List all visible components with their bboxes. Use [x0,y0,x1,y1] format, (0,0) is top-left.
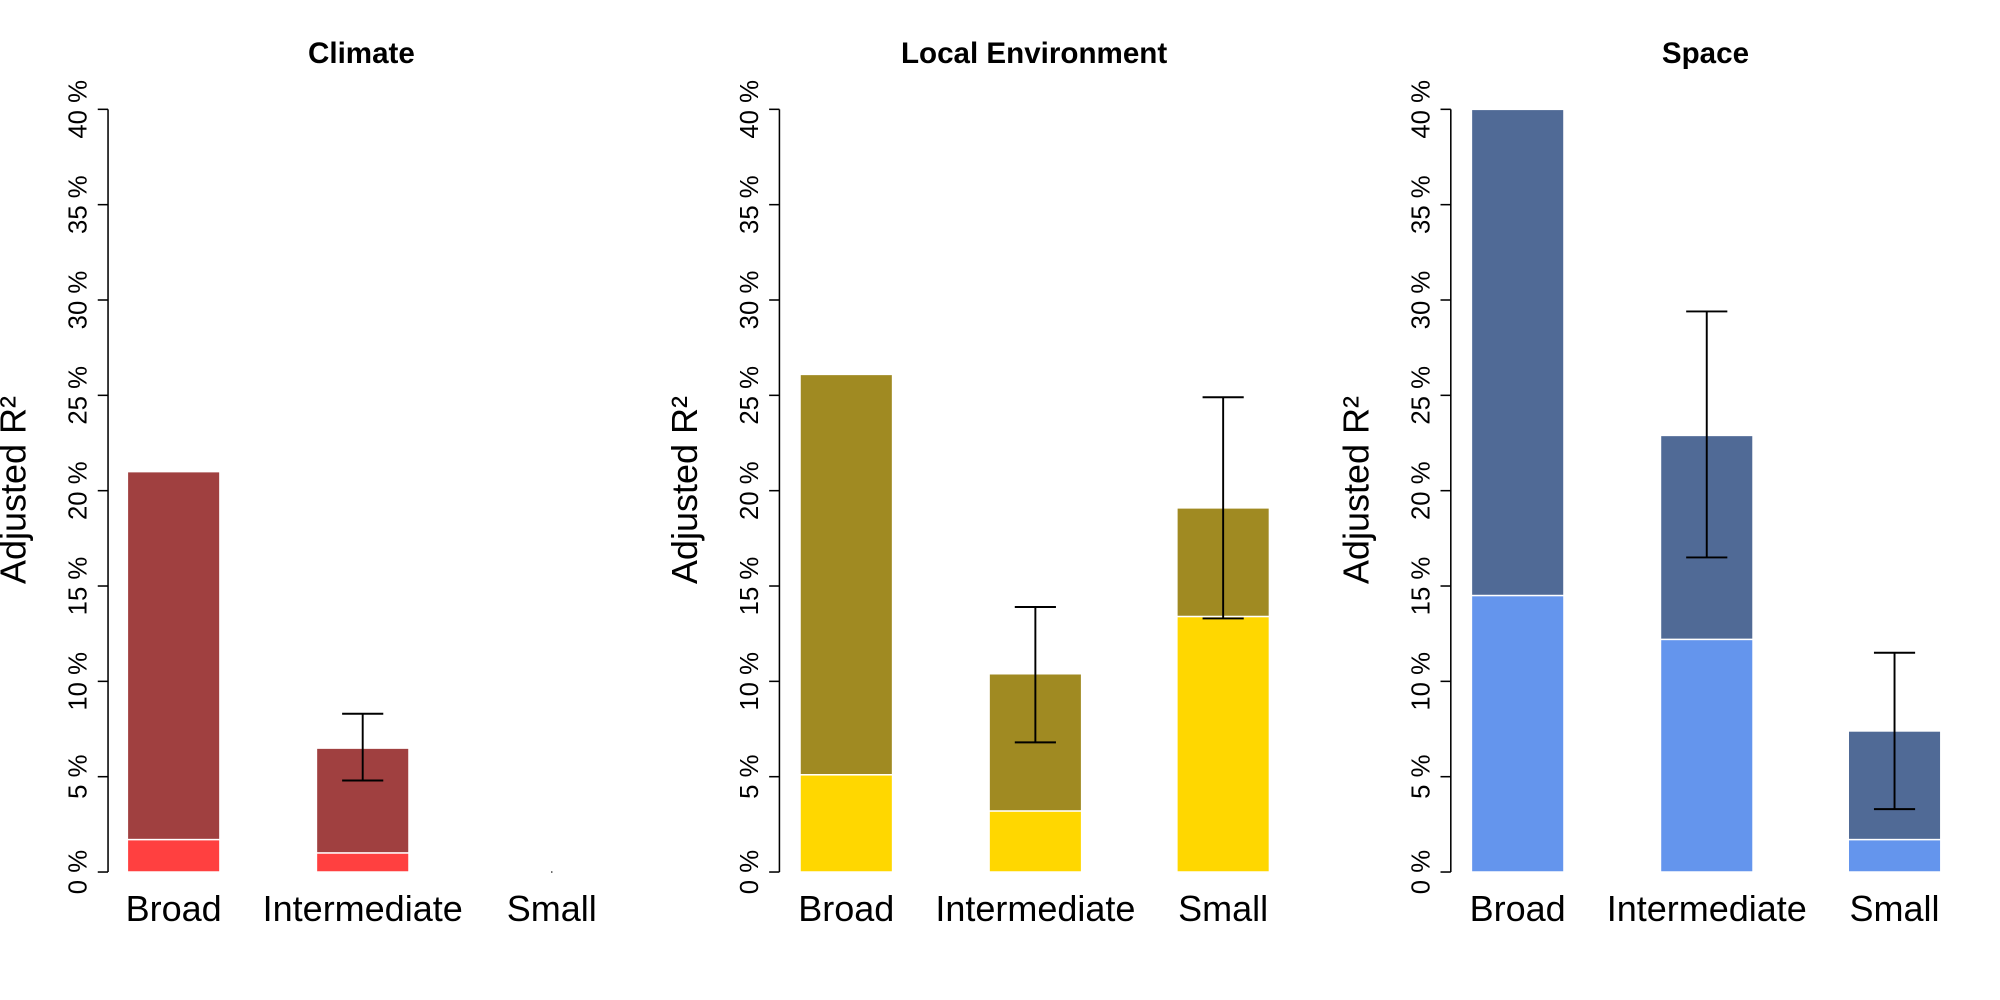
category-label-small: Small [507,888,597,929]
y-tick-label: 0 % [1407,850,1435,894]
category-label-intermediate: Intermediate [263,888,463,929]
bar-total-broad [126,470,221,873]
y-tick-label: 10 % [736,652,764,711]
y-tick-label: 5 % [65,755,93,799]
y-tick-label: 5 % [736,755,764,799]
y-tick-label: 30 % [736,271,764,330]
bar-lower-broad [799,774,894,873]
y-tick-label: 15 % [736,557,764,616]
y-axis-label: Adjusted R² [0,396,34,584]
y-tick-label: 40 % [736,80,764,139]
category-label-broad: Broad [126,888,222,929]
chart-title: Climate [308,37,415,70]
bar-lower-intermediate [988,810,1083,873]
y-tick-label: 30 % [65,271,93,330]
chart-title: Space [1662,37,1749,70]
chart-panel-0: Climate Adjusted R² 0 % 5 % 10 % 15 % 20 % 25 %… [0,37,597,929]
y-tick-label: 10 % [1407,652,1435,711]
y-tick-label: 10 % [65,652,93,711]
category-label-small: Small [1178,888,1268,929]
y-tick-label: 25 % [65,366,93,425]
y-tick-label: 0 % [65,850,93,894]
chart-title: Local Environment [901,37,1167,70]
y-tick-label: 30 % [1407,271,1435,330]
y-tick-label: 25 % [1407,366,1435,425]
y-tick-label: 35 % [65,175,93,234]
y-tick-label: 15 % [1407,557,1435,616]
y-tick-label: 35 % [736,175,764,234]
bar-lower-intermediate [315,852,410,873]
y-tick-label: 0 % [736,850,764,894]
category-label-broad: Broad [798,888,894,929]
category-label-broad: Broad [1470,888,1566,929]
y-tick-label: 35 % [1407,175,1435,234]
bar-lower-small [1176,615,1271,873]
y-tick-label: 20 % [736,461,764,520]
bar-lower-small [1847,838,1942,873]
y-tick-label: 20 % [1407,461,1435,520]
category-label-intermediate: Intermediate [935,888,1135,929]
category-label-small: Small [1850,888,1940,929]
category-label-intermediate: Intermediate [1607,888,1807,929]
y-tick-label: 5 % [1407,755,1435,799]
bar-lower-broad [126,838,221,873]
y-tick-label: 25 % [736,366,764,425]
bar-lower-broad [1470,594,1565,873]
bar-lower-intermediate [1659,638,1754,873]
chart-panel-2: Space Adjusted R² 0 % 5 % 10 % 15 % 20 % 25 % 30… [1335,37,1942,929]
y-axis-label: Adjusted R² [664,396,705,584]
chart-panel-1: Local Environment Adjusted R² 0 % 5 % 10 % 15… [664,37,1271,929]
y-tick-label: 15 % [65,557,93,616]
y-tick-label: 40 % [1407,80,1435,139]
y-tick-label: 20 % [65,461,93,520]
y-tick-label: 40 % [65,80,93,139]
y-axis-label: Adjusted R² [1335,396,1376,584]
